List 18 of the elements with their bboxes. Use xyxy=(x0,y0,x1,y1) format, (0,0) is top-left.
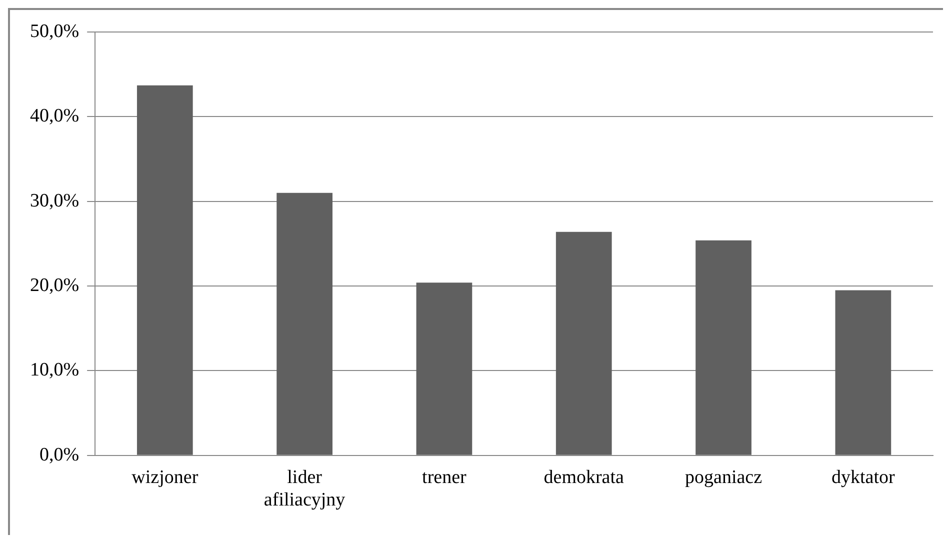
y-tick-label: 20,0% xyxy=(30,275,80,296)
y-tick-label: 0,0% xyxy=(40,444,80,466)
bar xyxy=(136,85,193,455)
x-tick-label: dyktator xyxy=(832,466,896,488)
x-tick-label: lider afiliacyjny xyxy=(264,466,346,511)
x-tick-label: poganiacz xyxy=(685,466,762,488)
y-tick-label: 50,0% xyxy=(30,20,80,42)
bar xyxy=(276,192,332,455)
y-tick-label: 40,0% xyxy=(30,106,80,127)
bar xyxy=(696,240,752,455)
x-tick-label: demokrata xyxy=(544,466,625,488)
bar xyxy=(416,282,472,455)
y-tick-label: 10,0% xyxy=(30,360,80,381)
y-tick-label: 30,0% xyxy=(30,190,80,212)
bar xyxy=(556,232,612,455)
x-tick-label: trener xyxy=(422,466,468,488)
x-tick-label: wizjoner xyxy=(132,466,199,488)
bar xyxy=(835,290,892,455)
